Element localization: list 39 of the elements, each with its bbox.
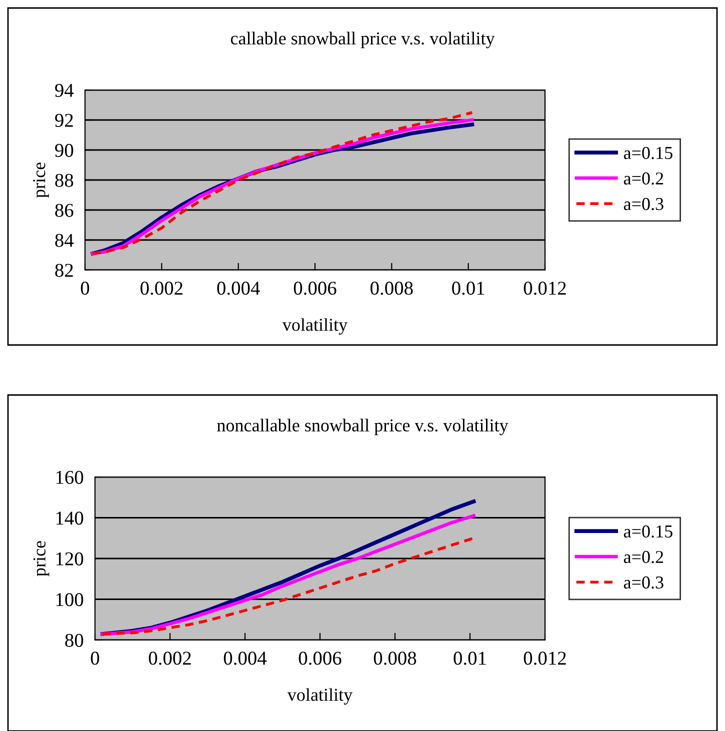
y-tick-label: 94 [55, 84, 74, 97]
x-axis-title: volatility [287, 688, 353, 705]
x-tick-label: 0.012 [524, 282, 566, 295]
x-tick-label: 0.012 [524, 652, 566, 665]
y-tick-label: 140 [56, 512, 84, 525]
x-tick-label: 0.006 [294, 282, 336, 295]
x-tick-label: 0 [80, 282, 90, 295]
y-tick-label: 160 [56, 470, 84, 484]
x-tick-label: 0.004 [217, 282, 260, 295]
x-tick-label: 0.006 [298, 652, 342, 665]
x-tick-label: 0.01 [452, 282, 484, 295]
y-axis-title: price [33, 541, 50, 576]
x-tick-label: 0.002 [148, 652, 191, 665]
chart-title: callable snowball price v.s. volatility [230, 32, 495, 48]
line-series [101, 536, 476, 636]
legend-label: a=0.2 [624, 550, 664, 564]
x-tick-label: 0.008 [374, 652, 416, 665]
x-tick-label: 0.004 [224, 652, 267, 665]
x-tick-label: 0.002 [140, 282, 182, 295]
y-tick-label: 86 [55, 204, 74, 217]
y-tick-label: 84 [55, 234, 74, 247]
y-tick-label: 120 [56, 552, 84, 566]
legend-label: a=0.3 [624, 576, 664, 589]
legend-label: a=0.15 [624, 525, 672, 538]
y-tick-label: 82 [55, 264, 73, 277]
y-tick-label: 90 [55, 144, 74, 157]
legend-label: a=0.2 [624, 172, 664, 185]
y-tick-label: 92 [55, 114, 73, 127]
x-tick-label: 0.01 [454, 652, 486, 665]
y-tick-label: 100 [56, 593, 84, 606]
y-tick-label: 80 [65, 634, 84, 647]
x-tick-label: 0 [90, 652, 100, 665]
x-tick-label: 0.008 [370, 282, 413, 295]
chart-title: noncallable snowball price v.s. volatility [217, 418, 508, 436]
legend-label: a=0.3 [624, 198, 664, 210]
legend-label: a=0.15 [624, 146, 672, 160]
x-axis-title: volatility [282, 318, 348, 335]
y-tick-label: 88 [55, 174, 74, 187]
y-axis-title: price [33, 162, 49, 198]
